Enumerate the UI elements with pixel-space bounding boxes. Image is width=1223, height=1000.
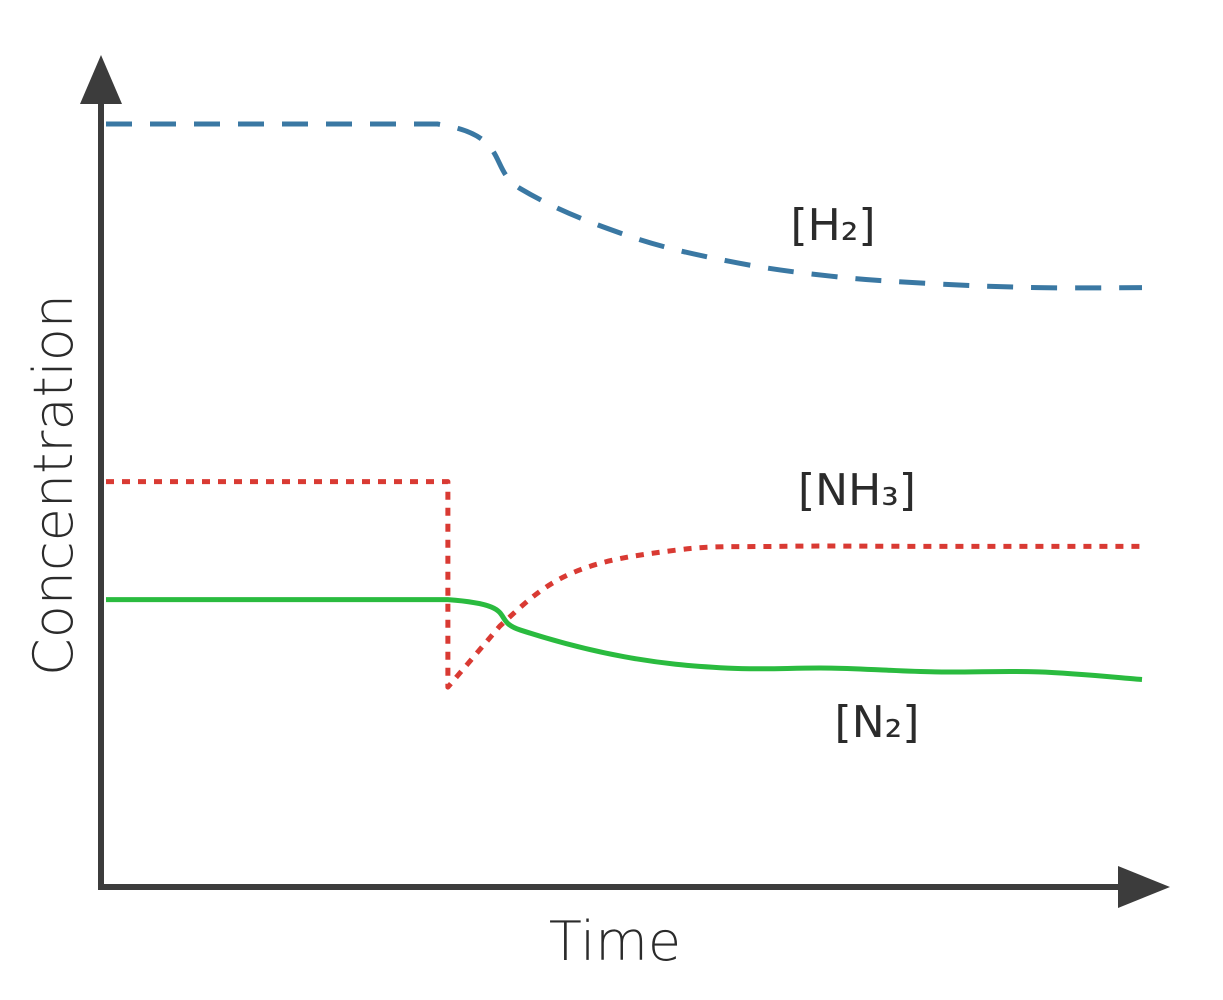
y-axis-label: Concentration xyxy=(22,294,85,676)
series-label-n2: [N₂] xyxy=(835,697,920,748)
series-line-nh3 xyxy=(106,479,1142,690)
series-label-nh3: [NH₃] xyxy=(798,465,916,516)
series-label-h2: [H₂] xyxy=(790,200,875,251)
series-line-n2 xyxy=(106,597,1143,683)
x-axis-arrow xyxy=(1118,866,1170,908)
x-axis-label: Time xyxy=(549,910,681,973)
series-layer xyxy=(106,121,1143,690)
y-axis-arrow xyxy=(80,55,122,104)
series-line-h2 xyxy=(106,121,1143,291)
